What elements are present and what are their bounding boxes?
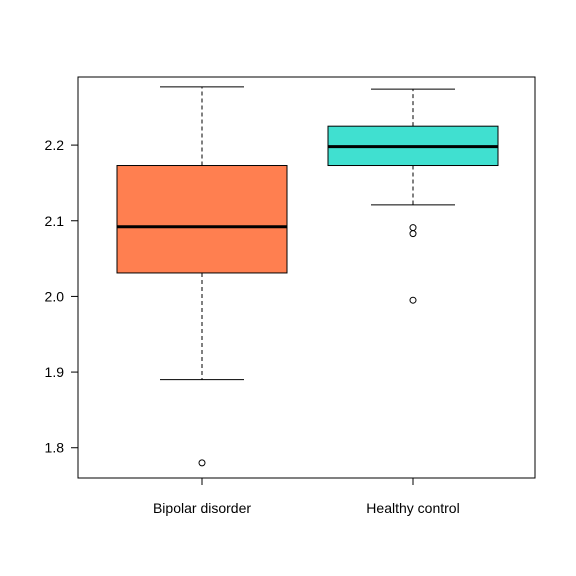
y-tick-label: 2.2 (45, 137, 65, 153)
outlier-point (409, 230, 417, 238)
y-axis: 1.8 1.9 2.0 2.1 2.2 (45, 137, 78, 456)
y-tick-label: 1.8 (45, 440, 65, 456)
outlier-point (409, 224, 417, 232)
box-group (327, 88, 499, 304)
outlier-point (198, 459, 206, 467)
y-tick-label: 1.9 (45, 364, 65, 380)
outlier-point (409, 296, 417, 304)
plot-frame (77, 76, 536, 479)
y-tick-label: 2.0 (45, 288, 65, 304)
iqr-box (116, 165, 288, 274)
boxes-layer (116, 86, 499, 467)
box-group (116, 86, 288, 467)
x-category-label: Healthy control (366, 500, 459, 516)
y-tick-label: 2.1 (45, 213, 65, 229)
x-axis: Bipolar disorder Healthy control (153, 478, 460, 516)
x-category-label: Bipolar disorder (153, 500, 251, 516)
